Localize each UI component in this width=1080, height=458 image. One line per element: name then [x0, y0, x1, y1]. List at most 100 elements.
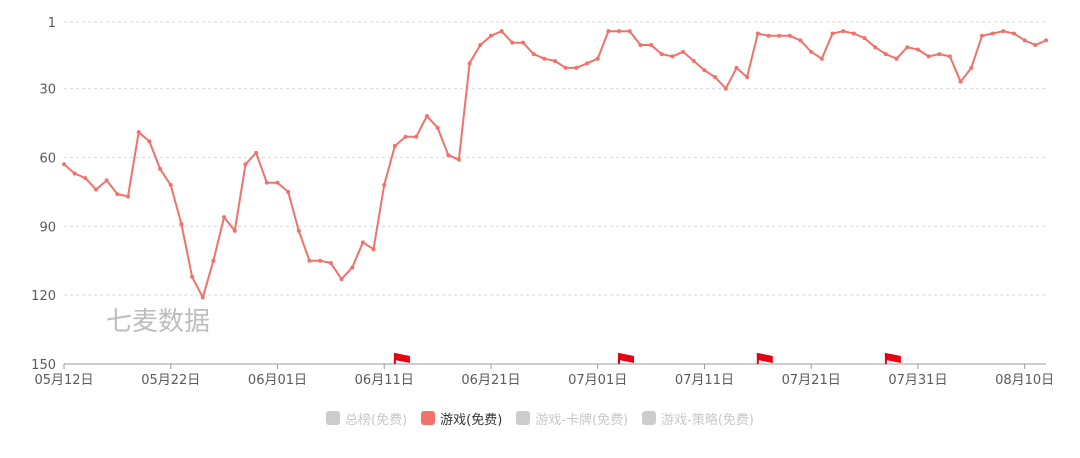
data-point[interactable] [350, 265, 355, 270]
flag-icon[interactable] [884, 353, 901, 364]
data-point[interactable] [168, 182, 173, 187]
data-point[interactable] [979, 33, 984, 38]
data-point[interactable] [990, 31, 995, 36]
data-point[interactable] [670, 54, 675, 59]
data-point[interactable] [585, 61, 590, 66]
data-point[interactable] [841, 29, 846, 34]
data-point[interactable] [947, 54, 952, 59]
data-point[interactable] [307, 258, 312, 263]
data-point[interactable] [745, 75, 750, 80]
data-point[interactable] [478, 42, 483, 47]
data-point[interactable] [318, 258, 323, 263]
data-point[interactable] [435, 125, 440, 130]
data-point[interactable] [777, 33, 782, 38]
data-point[interactable] [883, 52, 888, 57]
data-point[interactable] [104, 178, 109, 183]
data-point[interactable] [72, 171, 77, 176]
data-point[interactable] [179, 221, 184, 226]
data-point[interactable] [254, 150, 259, 155]
data-point[interactable] [136, 130, 141, 135]
data-point[interactable] [681, 49, 686, 54]
data-point[interactable] [232, 228, 237, 233]
data-point[interactable] [830, 31, 835, 36]
data-point[interactable] [222, 215, 227, 220]
data-point[interactable] [1011, 31, 1016, 36]
data-point[interactable] [424, 114, 429, 119]
data-point[interactable] [520, 40, 525, 45]
data-point[interactable] [958, 79, 963, 84]
data-point[interactable] [190, 274, 195, 279]
data-point[interactable] [211, 258, 216, 263]
data-point[interactable] [809, 49, 814, 54]
data-point[interactable] [1001, 29, 1006, 34]
data-point[interactable] [766, 33, 771, 38]
data-point[interactable] [638, 42, 643, 47]
data-point[interactable] [873, 45, 878, 50]
data-point[interactable] [264, 180, 269, 185]
data-point[interactable] [126, 194, 131, 199]
data-point[interactable] [723, 86, 728, 91]
data-point[interactable] [446, 153, 451, 158]
data-point[interactable] [403, 134, 408, 139]
data-point[interactable] [787, 33, 792, 38]
data-point[interactable] [905, 45, 910, 50]
data-point[interactable] [510, 40, 515, 45]
data-point[interactable] [606, 29, 611, 34]
data-point[interactable] [200, 295, 205, 300]
data-point[interactable] [456, 157, 461, 162]
data-point[interactable] [734, 65, 739, 70]
data-point[interactable] [371, 247, 376, 252]
data-point[interactable] [1044, 38, 1048, 43]
data-point[interactable] [659, 52, 664, 57]
data-point[interactable] [488, 33, 493, 38]
data-point[interactable] [617, 29, 622, 34]
data-point[interactable] [147, 139, 152, 144]
data-point[interactable] [62, 162, 66, 167]
data-point[interactable] [360, 240, 365, 245]
data-point[interactable] [915, 47, 920, 52]
data-point[interactable] [1033, 42, 1038, 47]
data-point[interactable] [382, 182, 387, 187]
legend-item[interactable]: 游戏-策略(免费) [642, 409, 754, 428]
data-point[interactable] [542, 56, 547, 61]
flag-icon[interactable] [393, 353, 410, 364]
data-point[interactable] [937, 52, 942, 57]
data-point[interactable] [339, 277, 344, 282]
data-point[interactable] [851, 31, 856, 36]
legend-item[interactable]: 游戏(免费) [421, 409, 502, 428]
data-point[interactable] [499, 29, 504, 34]
data-point[interactable] [691, 59, 696, 64]
data-point[interactable] [649, 42, 654, 47]
data-point[interactable] [574, 65, 579, 70]
data-point[interactable] [926, 54, 931, 59]
data-point[interactable] [467, 61, 472, 66]
legend-item[interactable]: 总榜(免费) [326, 409, 407, 428]
data-point[interactable] [563, 65, 568, 70]
legend-item[interactable]: 游戏-卡牌(免费) [516, 409, 628, 428]
data-point[interactable] [392, 143, 397, 148]
data-point[interactable] [627, 29, 632, 34]
data-point[interactable] [798, 38, 803, 43]
data-point[interactable] [296, 228, 301, 233]
data-point[interactable] [862, 36, 867, 41]
data-point[interactable] [713, 75, 718, 80]
data-point[interactable] [243, 162, 248, 167]
flag-icon[interactable] [618, 353, 634, 364]
data-point[interactable] [275, 180, 280, 185]
data-point[interactable] [969, 65, 974, 70]
data-point[interactable] [553, 59, 557, 64]
data-point[interactable] [414, 134, 419, 139]
data-point[interactable] [286, 189, 291, 194]
data-point[interactable] [702, 68, 707, 73]
data-point[interactable] [158, 166, 163, 171]
data-point[interactable] [94, 187, 99, 192]
data-point[interactable] [595, 56, 600, 61]
data-point[interactable] [531, 52, 536, 57]
data-point[interactable] [755, 31, 760, 36]
flag-icon[interactable] [756, 353, 773, 364]
data-point[interactable] [83, 176, 88, 181]
data-point[interactable] [115, 192, 120, 197]
data-point[interactable] [328, 261, 333, 266]
data-point[interactable] [894, 56, 899, 61]
data-point[interactable] [819, 56, 824, 61]
